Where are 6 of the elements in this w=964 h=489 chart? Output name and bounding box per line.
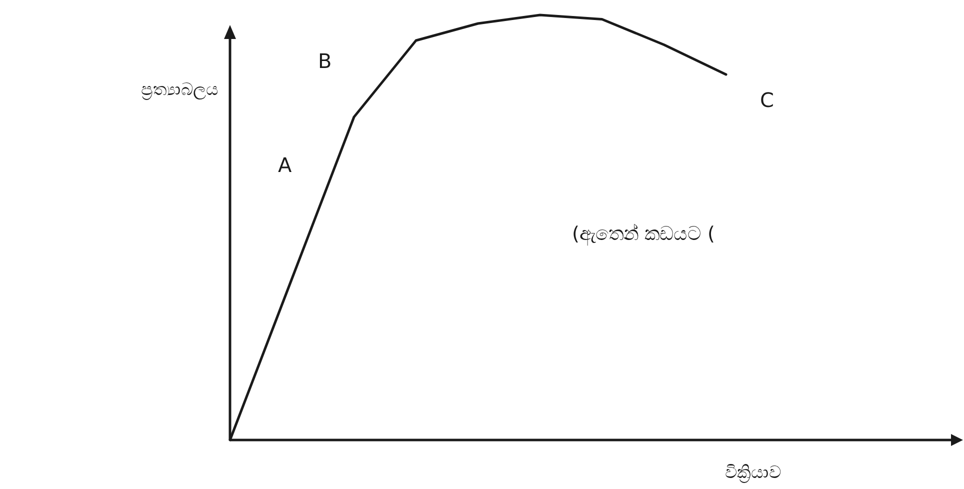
annotation: C: [760, 88, 774, 112]
ylabel: ප්‍රත්‍යාබලය: [141, 80, 218, 100]
annotation: B: [318, 49, 332, 73]
xlabel: වික්‍රියාව: [725, 463, 781, 483]
annotation: A: [278, 153, 292, 177]
annotation: (ඇතෙන් කඩයට (: [572, 223, 715, 245]
